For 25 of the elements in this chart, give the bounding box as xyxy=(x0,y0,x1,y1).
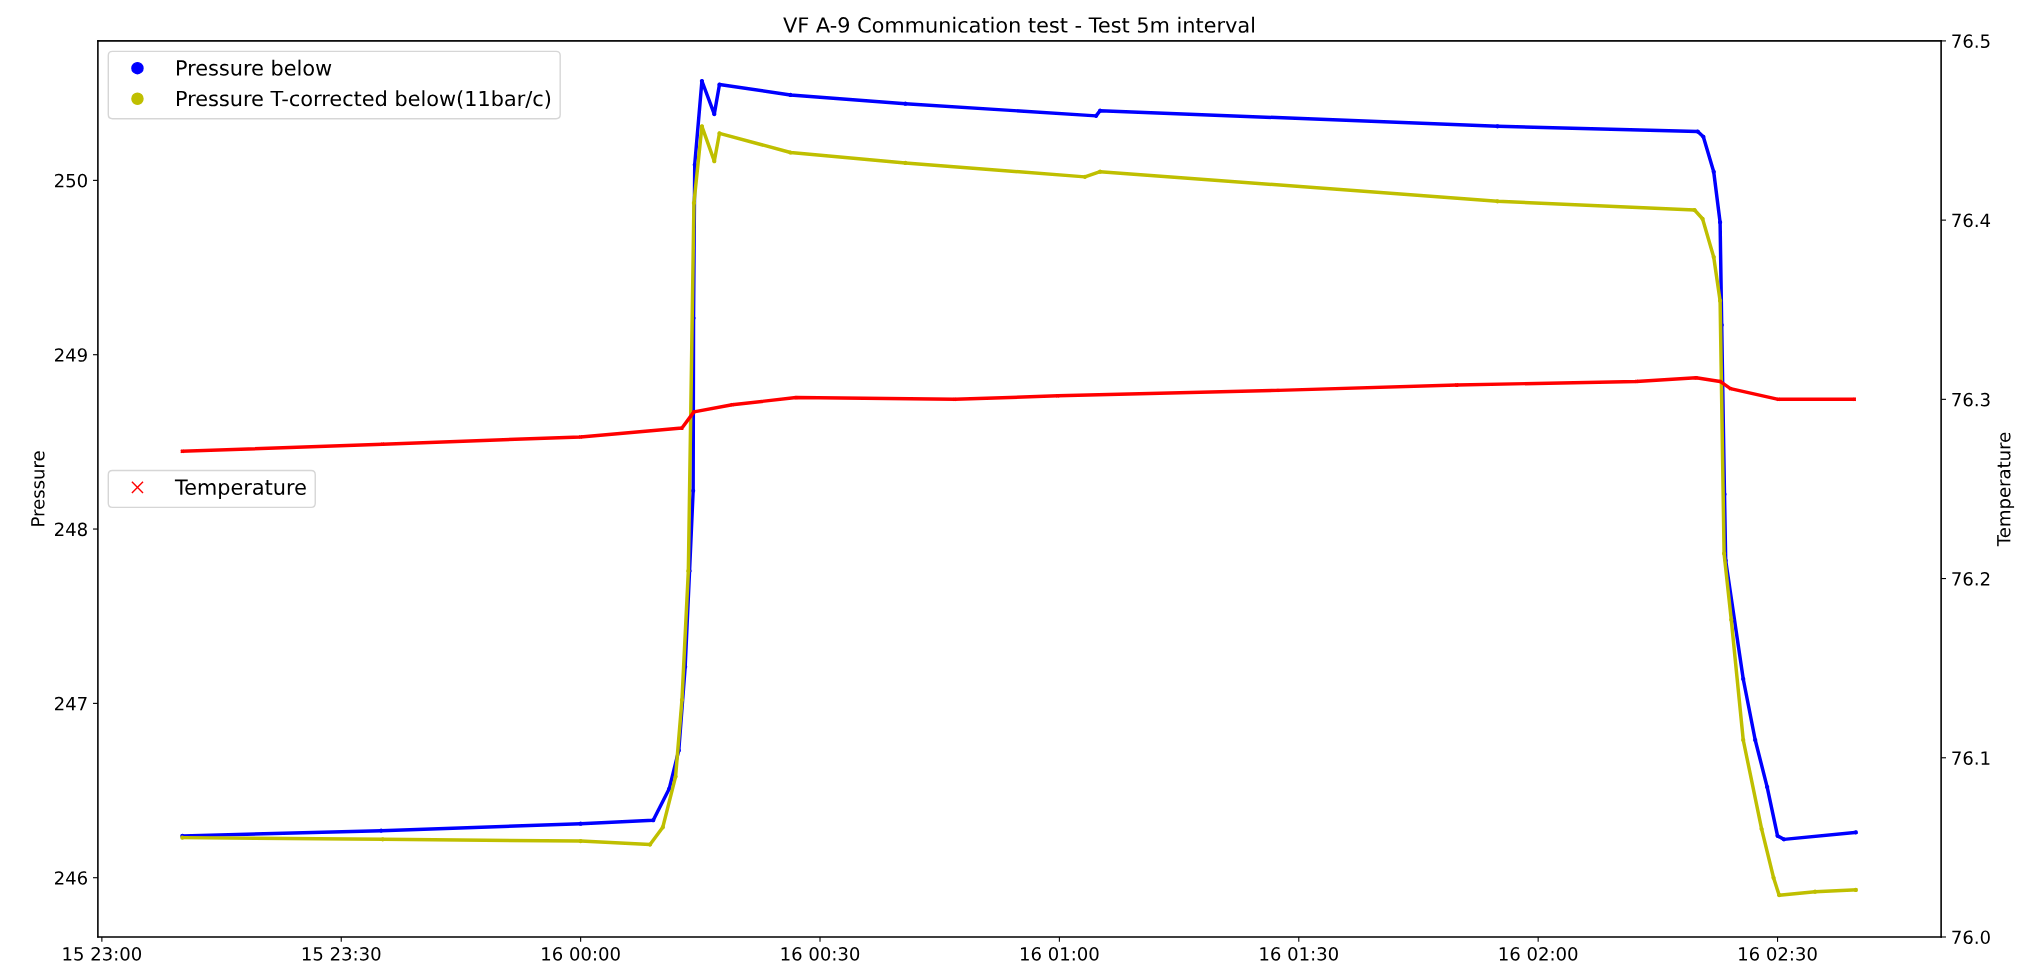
x-tick-label: 16 01:30 xyxy=(1260,947,1338,961)
legend-label: Pressure below xyxy=(177,59,332,76)
chart-title: VF A-9 Communication test - Test 5m interval xyxy=(783,16,1254,33)
y-tick-label: 246 xyxy=(55,871,88,885)
y2-tick-label: 76.0 xyxy=(1952,930,1990,945)
x-tick-label: 16 00:30 xyxy=(781,947,860,961)
x-tick-label: 16 00:00 xyxy=(542,947,620,961)
x-tick-label: 15 23:00 xyxy=(63,947,142,961)
y-tick-label: 247 xyxy=(55,696,87,711)
y2-tick-label: 76.1 xyxy=(1952,751,1990,765)
y-tick-label: 249 xyxy=(55,348,87,362)
y2-tick-label: 76.3 xyxy=(1952,392,1990,407)
x-tick-label: 16 02:00 xyxy=(1499,947,1578,961)
legend-label: Pressure T-corrected below(11bar/c) xyxy=(177,90,551,109)
y-tick-label: 248 xyxy=(55,522,87,537)
x-tick-label: 15 23:30 xyxy=(302,947,381,961)
x-tick-label: 16 02:30 xyxy=(1739,947,1817,961)
y2-tick-label: 76.2 xyxy=(1952,572,1990,586)
y2-tick-label: 76.4 xyxy=(1952,213,1991,228)
y-tick-label: 250 xyxy=(55,173,87,188)
legend-label: Temperature xyxy=(174,479,306,500)
y-axis-title: Pressure xyxy=(31,451,45,526)
y2-axis-title: Temperature xyxy=(1997,432,2015,547)
x-tick-label: 16 01:00 xyxy=(1021,947,1099,961)
y2-tick-label: 76.5 xyxy=(1952,34,1990,49)
